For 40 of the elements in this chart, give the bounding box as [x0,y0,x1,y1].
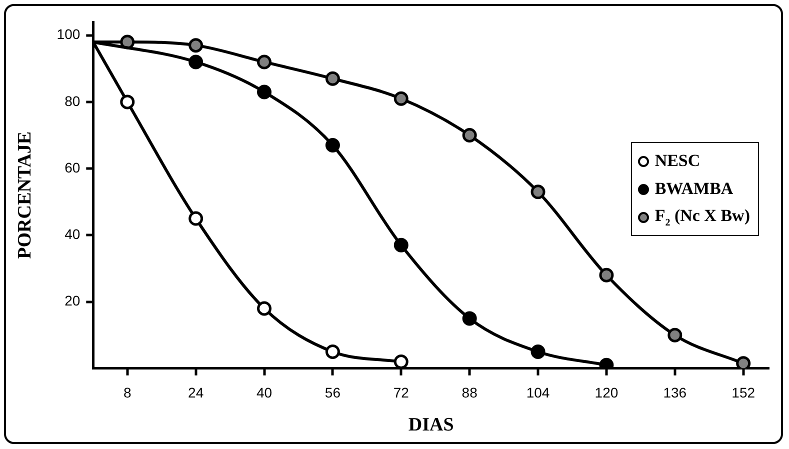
x-tick-label: 56 [324,384,341,401]
x-tick-label: 88 [462,384,478,401]
legend-label: F$_{2}$ (Nc X Bw) [654,206,750,228]
x-tick-label: 136 [663,384,687,401]
point [188,38,204,53]
y-axis-title: PORCENTAJE [14,132,36,259]
y-tick-label: 100 [56,26,80,42]
point [257,301,272,316]
point [325,138,340,152]
point [188,211,204,226]
x-axis-title: DIAS [408,414,454,436]
x-tick-label: 104 [526,384,550,401]
legend-label: BWAMBA [654,179,734,199]
point [530,184,546,200]
x-tick-label: 120 [594,384,618,401]
point [462,311,477,326]
point [462,128,477,142]
point [736,356,751,368]
x-tick-label: 24 [188,384,204,401]
legend-label: NESC [654,151,700,171]
x-tick-label: 40 [256,384,272,401]
x-tick-label: 72 [393,384,410,401]
point [530,344,546,359]
point [257,54,272,70]
point [394,91,408,106]
point [325,344,340,359]
x-tick-label: 8 [123,384,132,401]
point [257,84,272,100]
y-tick-label: 40 [64,226,80,242]
x-tick-label: 152 [732,384,756,401]
y-tick-label: 80 [64,92,80,109]
y-tick-label: 60 [64,159,80,176]
point [325,71,340,86]
point [394,238,408,252]
y-tick-label: 20 [64,292,80,309]
point [599,268,614,282]
point [668,328,682,342]
point [188,54,204,70]
point [394,354,408,368]
point [120,94,135,110]
